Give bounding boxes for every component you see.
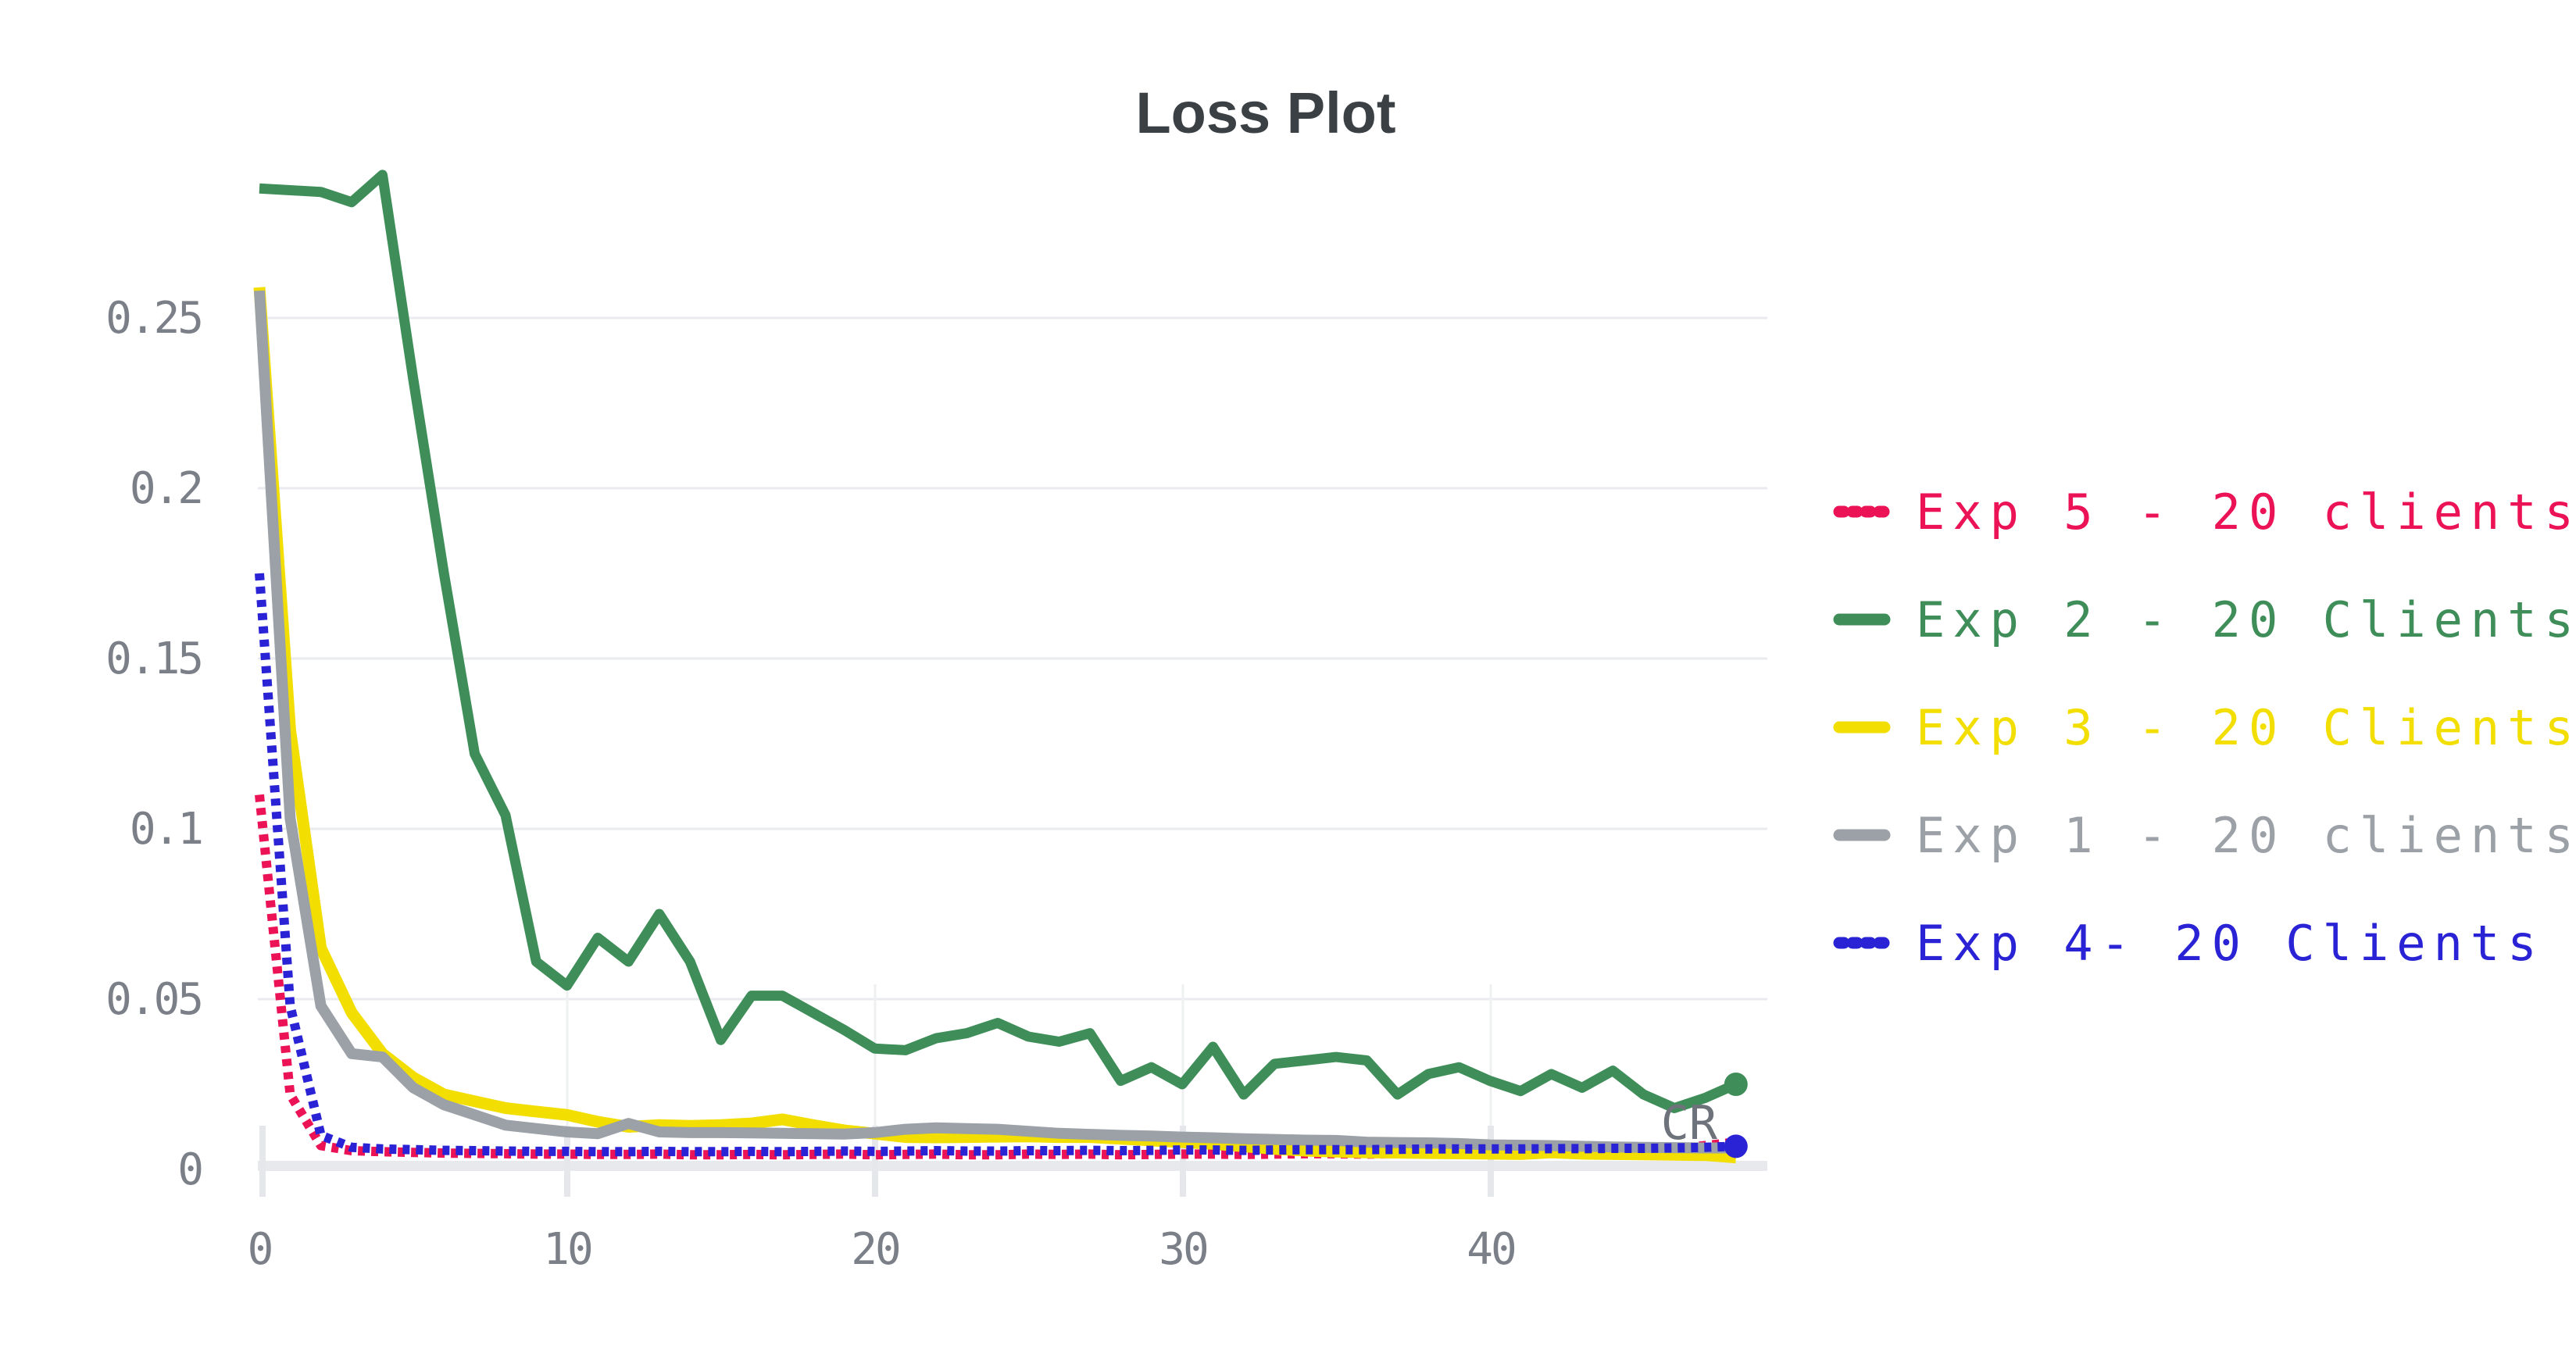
series-end-marker-4 xyxy=(1724,1134,1748,1158)
y-tick-label-0.05: 0.05 xyxy=(105,974,202,1025)
legend-item-exp5[interactable]: Exp 5 - 20 clients xyxy=(1833,484,2576,541)
chart-title: Loss Plot xyxy=(1135,80,1395,145)
y-tick-label-0: 0 xyxy=(177,1144,202,1195)
x-tick-label-30: 30 xyxy=(1159,1224,1207,1275)
y-tick-label-0.2: 0.2 xyxy=(130,463,202,514)
y-tick-label-0.25: 0.25 xyxy=(105,293,202,344)
y-tick-label-0.1: 0.1 xyxy=(130,804,202,855)
legend-label-exp1: Exp 1 - 20 clients xyxy=(1916,807,2576,864)
legend-item-exp4[interactable]: Exp 4- 20 Clients xyxy=(1833,915,2545,972)
legend-label-exp4: Exp 4- 20 Clients xyxy=(1916,915,2545,972)
series-line-1 xyxy=(259,170,1738,1113)
legend: Exp 5 - 20 clients Exp 2 - 20 Clients Ex… xyxy=(1833,484,2576,972)
series-layer xyxy=(253,170,1748,1164)
series-line-2 xyxy=(253,287,1737,1164)
x-tick-label-40: 40 xyxy=(1467,1224,1515,1275)
x-axis-zeroline xyxy=(258,1161,1767,1171)
x-tick-label-0: 0 xyxy=(248,1224,272,1275)
series-line-4 xyxy=(255,573,1736,1157)
x-axis-tick-labels: 0 10 20 30 40 xyxy=(248,1224,1517,1275)
grid-layer xyxy=(258,316,1767,1197)
legend-label-exp2: Exp 2 - 20 Clients xyxy=(1916,591,2576,648)
x-tick-label-10: 10 xyxy=(543,1224,591,1275)
legend-item-exp2[interactable]: Exp 2 - 20 Clients xyxy=(1833,591,2576,648)
series-line-3 xyxy=(254,290,1736,1154)
legend-label-exp5: Exp 5 - 20 clients xyxy=(1916,484,2576,541)
x-tick-label-20: 20 xyxy=(851,1224,899,1275)
legend-label-exp3: Exp 3 - 20 Clients xyxy=(1916,699,2576,756)
y-axis-tick-labels: 0 0.05 0.1 0.15 0.2 0.25 xyxy=(105,293,204,1195)
legend-item-exp1[interactable]: Exp 1 - 20 clients xyxy=(1833,807,2576,864)
y-tick-label-0.15: 0.15 xyxy=(105,634,202,684)
series-end-marker-1 xyxy=(1724,1073,1748,1096)
legend-item-exp3[interactable]: Exp 3 - 20 Clients xyxy=(1833,699,2576,756)
annotation-cr: CR xyxy=(1661,1096,1718,1151)
